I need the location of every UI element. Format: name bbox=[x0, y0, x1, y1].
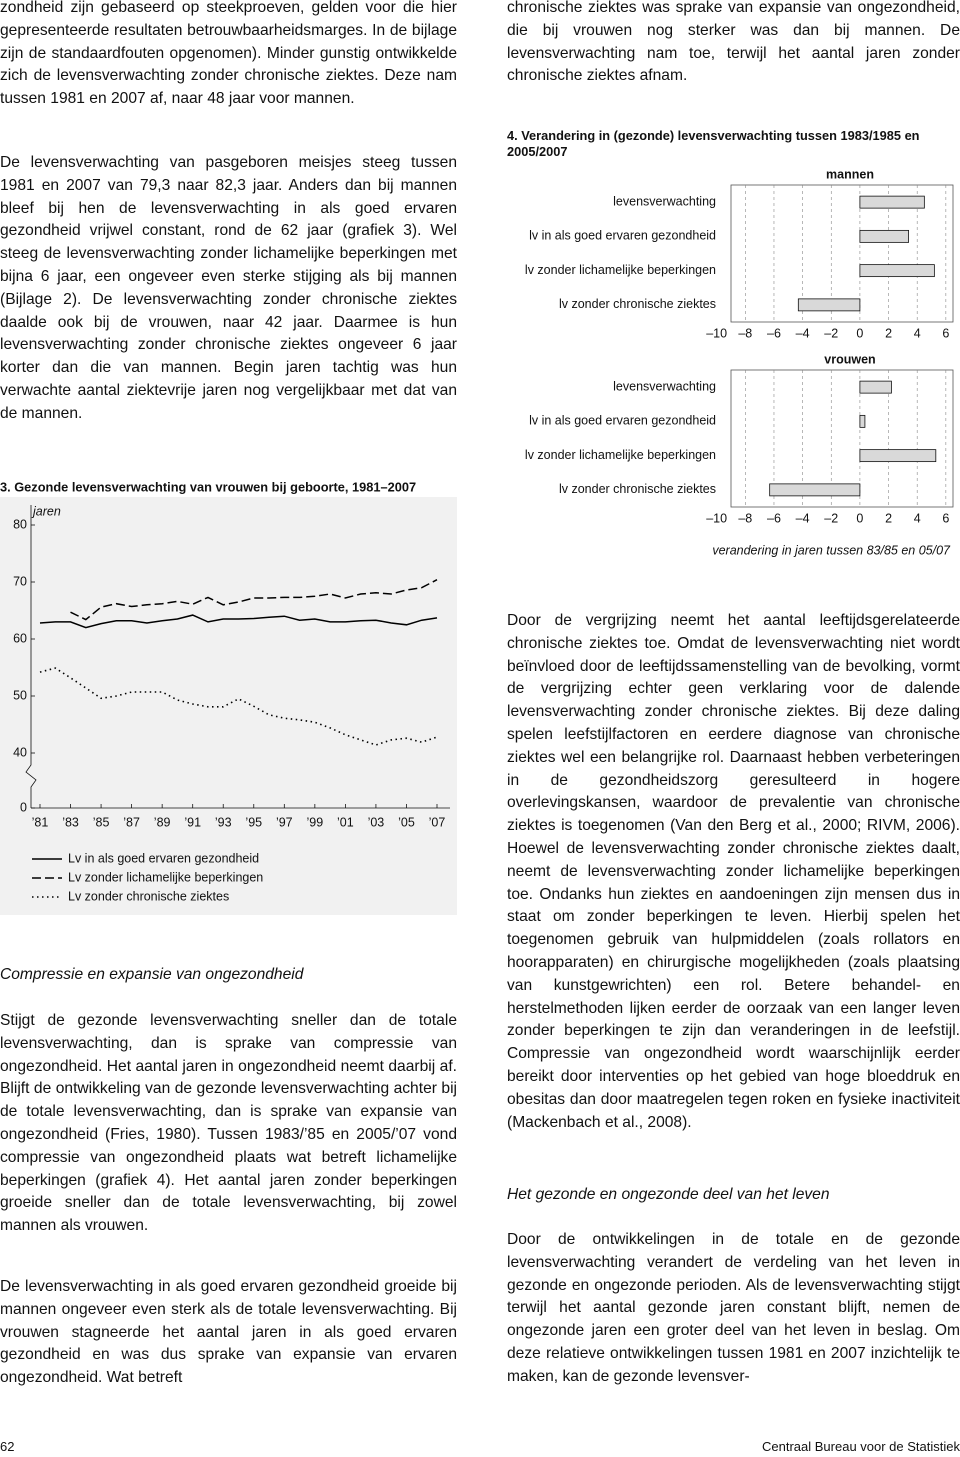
y-tick-label: 70 bbox=[13, 574, 27, 588]
legend-label: Lv zonder lichamelijke beperkingen bbox=[68, 870, 263, 884]
x-tick-label: –8 bbox=[738, 326, 752, 340]
x-tick-label: 0 bbox=[856, 326, 863, 340]
x-tick-label: 4 bbox=[914, 511, 921, 525]
x-tick-label: ’05 bbox=[398, 815, 415, 829]
x-tick-label: ’07 bbox=[429, 815, 446, 829]
chart-title: 4. Verandering in (gezonde) levensverwac… bbox=[507, 128, 920, 159]
x-tick-label: –10 bbox=[706, 511, 727, 525]
bar bbox=[769, 483, 861, 497]
data-line bbox=[70, 579, 438, 621]
paragraph: De levensverwachting in als goed ervaren… bbox=[0, 1278, 457, 1387]
x-tick-label: –4 bbox=[796, 326, 810, 340]
paragraph: Door de ontwikkelingen in de totale en d… bbox=[507, 1231, 960, 1385]
category-label: levensverwachting bbox=[613, 379, 716, 393]
y-tick-label: 40 bbox=[13, 745, 27, 759]
panel-subtitle: vrouwen bbox=[824, 352, 875, 366]
paragraph: Door de vergrijzing neemt het aantal lee… bbox=[507, 612, 960, 1131]
x-tick-label: ’83 bbox=[62, 815, 79, 829]
x-tick-label: ’95 bbox=[245, 815, 262, 829]
x-tick-label: ’85 bbox=[93, 815, 110, 829]
y-axis bbox=[25, 505, 37, 808]
y-axis-label: jaren bbox=[31, 504, 61, 518]
x-axis-label: verandering in jaren tussen 83/85 en 05/… bbox=[712, 543, 951, 557]
legend-label: Lv in als goed ervaren gezondheid bbox=[68, 851, 259, 865]
data-line bbox=[39, 614, 438, 629]
x-tick-label: ’89 bbox=[154, 815, 171, 829]
page-number: 62 bbox=[0, 1439, 15, 1454]
chart-background bbox=[0, 497, 457, 915]
bar bbox=[859, 229, 909, 243]
x-tick-label: –6 bbox=[767, 511, 781, 525]
publisher: Centraal Bureau voor de Statistiek bbox=[762, 1439, 960, 1454]
category-label: lv in als goed ervaren gezondheid bbox=[529, 229, 716, 243]
category-label: lv zonder lichamelijke beperkingen bbox=[525, 448, 716, 462]
y-tick-label: 0 bbox=[20, 800, 27, 814]
panel-subtitle: mannen bbox=[826, 167, 874, 181]
category-label: levensverwachting bbox=[613, 194, 716, 208]
data-line bbox=[39, 667, 438, 746]
legend-label: Lv zonder chronische ziektes bbox=[68, 889, 229, 903]
chart-title: 3. Gezonde levensverwachting van vrouwen… bbox=[0, 479, 416, 494]
section-heading: Compressie en expansie van ongezondheid bbox=[0, 966, 304, 983]
category-label: lv zonder lichamelijke beperkingen bbox=[525, 263, 716, 277]
plot-frame bbox=[730, 184, 954, 323]
x-tick-label: ’93 bbox=[215, 815, 232, 829]
x-tick-label: 4 bbox=[914, 326, 921, 340]
plot-frame bbox=[730, 369, 954, 508]
x-tick-label: 0 bbox=[856, 511, 863, 525]
paragraph: De levensverwachting van pasgeboren meis… bbox=[0, 154, 457, 422]
x-tick-label: –2 bbox=[824, 326, 838, 340]
bar bbox=[859, 380, 892, 394]
section-heading: Het gezonde en ongezonde deel van het le… bbox=[507, 1186, 830, 1203]
x-tick-label: 2 bbox=[885, 511, 892, 525]
x-tick-label: ’03 bbox=[368, 815, 385, 829]
x-tick-label: –6 bbox=[767, 326, 781, 340]
bar bbox=[859, 264, 935, 278]
x-tick-label: –10 bbox=[706, 326, 727, 340]
x-tick-label: ’99 bbox=[307, 815, 324, 829]
paragraph: Stijgt de gezonde levensverwachting snel… bbox=[0, 1012, 457, 1235]
x-tick-label: 6 bbox=[942, 511, 949, 525]
x-tick-label: ’97 bbox=[276, 815, 293, 829]
category-label: lv zonder chronische ziektes bbox=[559, 482, 716, 496]
bar bbox=[859, 414, 866, 428]
bar bbox=[859, 449, 937, 463]
x-tick-label: –2 bbox=[824, 511, 838, 525]
x-tick-label: 2 bbox=[885, 326, 892, 340]
category-label: lv zonder chronische ziektes bbox=[559, 297, 716, 311]
paragraph: zondheid zijn gebaseerd op steekproeven,… bbox=[0, 0, 457, 108]
y-tick-label: 50 bbox=[13, 688, 27, 702]
bar bbox=[859, 195, 925, 209]
x-tick-label: 6 bbox=[942, 326, 949, 340]
x-tick-label: ’81 bbox=[32, 815, 49, 829]
x-tick-label: –8 bbox=[738, 511, 752, 525]
category-label: lv in als goed ervaren gezondheid bbox=[529, 414, 716, 428]
x-tick-label: ’01 bbox=[337, 815, 354, 829]
bar bbox=[797, 298, 861, 312]
x-tick-label: –4 bbox=[796, 511, 810, 525]
y-tick-label: 60 bbox=[13, 631, 27, 645]
paragraph: chronische ziektes was sprake van expans… bbox=[507, 0, 960, 85]
x-tick-label: ’91 bbox=[184, 815, 201, 829]
x-tick-label: ’87 bbox=[123, 815, 140, 829]
y-tick-label: 80 bbox=[13, 517, 27, 531]
